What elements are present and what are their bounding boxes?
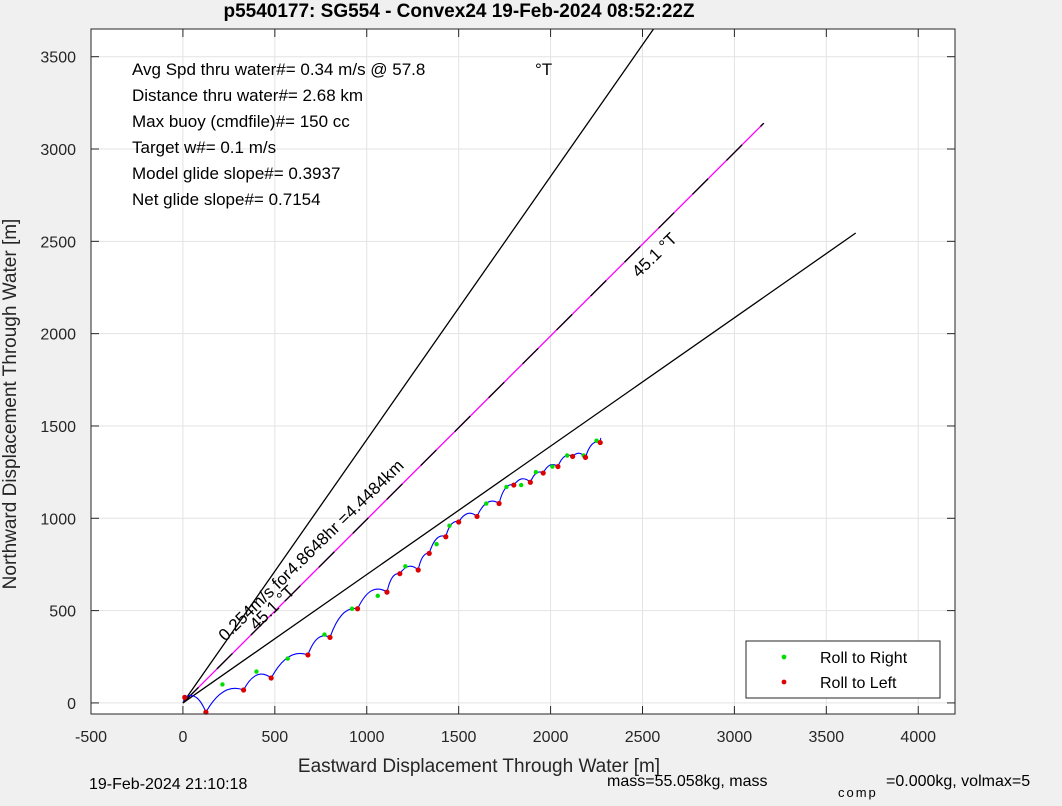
roll-right-point — [403, 564, 408, 569]
info-line: Avg Spd thru water#= 0.34 m/s @ 57.8 — [132, 60, 425, 79]
roll-right-point — [564, 453, 570, 458]
roll-left-point — [527, 479, 533, 485]
footer-mass-text: mass=55.058kg, mass — [607, 773, 768, 790]
roll-right-point — [447, 523, 452, 528]
roll-right-point — [484, 501, 489, 506]
roll-right-point — [594, 438, 599, 443]
legend-roll-right-label: Roll to Right — [820, 650, 908, 667]
y-tick-label: 2500 — [40, 234, 76, 251]
chart-title: p5540177: SG554 - Convex24 19-Feb-2024 0… — [223, 1, 694, 22]
roll-left-point — [474, 513, 480, 520]
roll-right-point — [254, 669, 259, 674]
series-layer — [182, 28, 857, 715]
footer-timestamp: 19-Feb-2024 21:10:18 — [89, 776, 247, 793]
x-tick-label: 1000 — [349, 729, 385, 746]
axis-ticks: -500 0 500 1000 1500 2000 2500 3000 3500 4000 0 500… — [40, 29, 955, 746]
info-line: Target w#= 0.1 m/s — [132, 138, 276, 157]
roll-left-point — [305, 652, 311, 658]
roll-right-point — [220, 682, 225, 687]
plot-frame — [90, 28, 956, 715]
roll-left-point — [384, 589, 390, 595]
info-line: Max buoy (cmdfile)#= 150 cc — [132, 112, 350, 131]
x-tick-label: 3500 — [809, 729, 845, 746]
roll-right-point — [434, 541, 439, 547]
upper-bound-line — [182, 28, 655, 704]
y-tick-label: 0 — [67, 696, 76, 713]
legend-roll-left-marker — [781, 679, 787, 685]
y-axis-label: Northward Displacement Through Water [m] — [0, 219, 21, 590]
footer-comp-subscript: comp — [838, 785, 878, 800]
x-axis-label: Eastward Displacement Through Water [m] — [298, 756, 660, 777]
y-tick-label: 3500 — [40, 50, 76, 67]
roll-left-point — [511, 482, 517, 488]
roll-left-point — [426, 550, 432, 556]
x-tick-label: 500 — [261, 729, 288, 746]
roll-left-point — [443, 534, 449, 540]
roll-left-point — [456, 519, 462, 525]
x-tick-label: 2000 — [533, 729, 569, 746]
roll-left-point — [555, 463, 561, 470]
x-tick-label: 0 — [178, 729, 187, 746]
info-degree-label: °T — [535, 60, 552, 79]
roll-right-point — [518, 482, 524, 488]
y-tick-label: 1000 — [40, 511, 76, 528]
x-tick-label: 4000 — [900, 729, 936, 746]
legend-box — [745, 640, 941, 699]
roll-left-point — [354, 606, 361, 612]
y-tick-label: 3000 — [40, 142, 76, 159]
grid-lines — [90, 29, 955, 714]
roll-right-point — [504, 484, 509, 490]
roll-left-point — [496, 500, 502, 507]
roll-left-point — [327, 634, 333, 640]
x-tick-label: 1500 — [441, 729, 477, 746]
roll-left-point — [203, 709, 209, 715]
y-tick-label: 1500 — [40, 419, 76, 436]
y-tick-label: 2000 — [40, 327, 76, 344]
roll-right-point — [349, 606, 355, 611]
roll-right-point — [322, 632, 327, 637]
roll-right-point — [533, 469, 539, 475]
info-line: Distance thru water#= 2.68 km — [132, 86, 363, 105]
roll-left-point — [597, 439, 603, 446]
roll-left-point — [582, 454, 589, 460]
roll-left-point — [268, 675, 274, 681]
footer-mass-rest: =0.000kg, volmax=5 — [886, 773, 1030, 790]
target-heading-overlay-line — [182, 122, 765, 704]
x-tick-label: -500 — [75, 729, 107, 746]
legend-roll-left-label: Roll to Left — [820, 675, 897, 692]
info-line: Model glide slope#= 0.3937 — [132, 164, 340, 183]
info-text-block: Avg Spd thru water#= 0.34 m/s @ 57.8 Dist… — [132, 60, 552, 209]
roll-left-point — [240, 687, 247, 693]
roll-right-point — [285, 656, 290, 661]
roll-left-point — [415, 567, 421, 573]
roll-left-point — [570, 453, 576, 460]
roll-left-point — [397, 571, 403, 577]
x-tick-label: 2500 — [625, 729, 661, 746]
roll-left-point — [182, 694, 188, 700]
info-line: Net glide slope#= 0.7154 — [132, 190, 321, 209]
roll-right-point — [375, 593, 380, 599]
roll-right-point — [550, 464, 555, 469]
roll-left-point — [540, 470, 546, 476]
legend[interactable]: Roll to Right Roll to Left — [745, 640, 941, 699]
y-tick-label: 500 — [49, 604, 76, 621]
x-tick-label: 3000 — [717, 729, 753, 746]
legend-roll-right-marker — [781, 654, 787, 660]
plot-area — [91, 29, 955, 714]
lower-bound-line — [182, 232, 857, 704]
